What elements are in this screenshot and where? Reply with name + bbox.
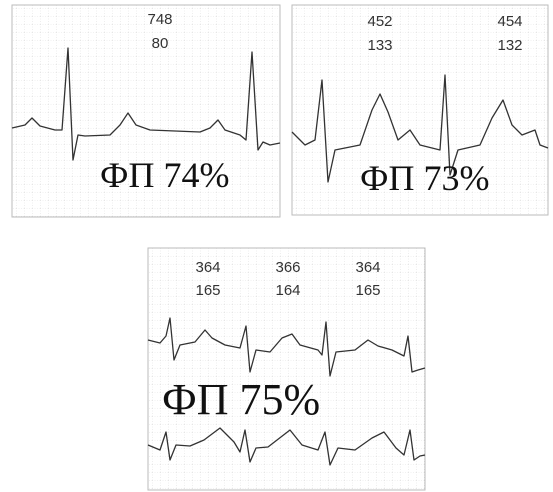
panel: 364 165 366 164 364 165 ФП 75% (148, 248, 425, 490)
amplitude: 165 (355, 282, 380, 299)
amplitude: 133 (367, 37, 392, 54)
rr-interval: 364 (355, 259, 380, 276)
panel: 452 133 454 132 ФП 73% (292, 5, 548, 215)
amplitude: 164 (275, 282, 300, 299)
amplitude: 80 (152, 35, 169, 52)
panel: 748 80 ФП 74% (12, 5, 280, 217)
caption: ФП 74% (100, 155, 229, 195)
amplitude: 165 (195, 282, 220, 299)
caption: ФП 73% (360, 158, 489, 198)
rr-interval: 452 (367, 13, 392, 30)
rr-interval: 366 (275, 259, 300, 276)
caption: ФП 75% (162, 375, 320, 424)
rr-interval: 364 (195, 259, 220, 276)
rr-interval: 748 (147, 11, 172, 28)
amplitude: 132 (497, 37, 522, 54)
figure: 748 80 ФП 74% 452 133 454 132 ФП 73% 364… (0, 0, 553, 492)
rr-interval: 454 (497, 13, 522, 30)
